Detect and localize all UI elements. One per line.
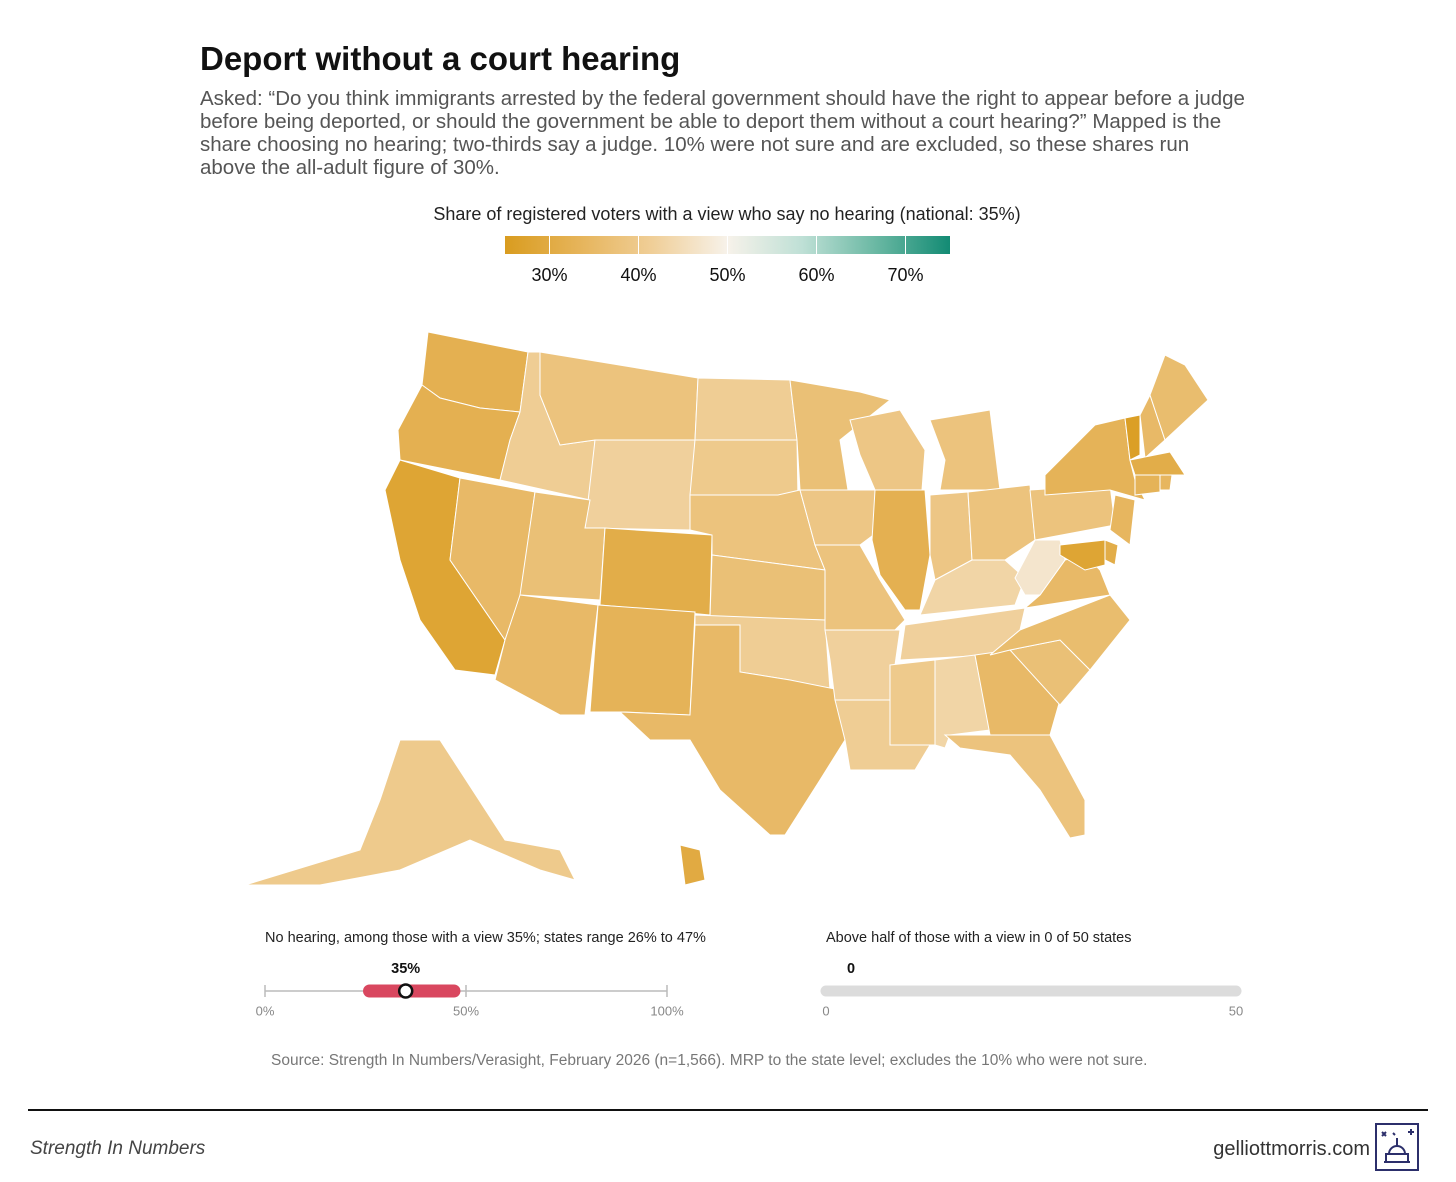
state [967, 484, 1036, 561]
legend-tick-label: 30% [531, 265, 567, 285]
axis-tick-label: 100% [650, 1003, 684, 1018]
map [244, 331, 1209, 886]
state [989, 594, 1131, 671]
value-label: 0 [847, 961, 855, 977]
logo [1375, 1123, 1419, 1171]
footer-site: gelliottmorris.com [1213, 1138, 1370, 1160]
state [929, 409, 1001, 491]
summary-title: No hearing, among those with a view 35%;… [265, 930, 706, 946]
state [244, 739, 576, 886]
legend-tick-label: 60% [798, 265, 834, 285]
subtitle: Asked: “Do you think immigrants arrested… [200, 87, 1245, 179]
state [799, 489, 881, 546]
legend-tick-label: 40% [620, 265, 656, 285]
state [539, 351, 699, 446]
state [1124, 414, 1141, 461]
axis-tick-label: 0% [256, 1003, 275, 1018]
state [584, 439, 696, 531]
state [618, 624, 846, 836]
state [889, 659, 936, 746]
legend-title: Share of registered voters with a view w… [433, 204, 1020, 224]
axis-tick-label: 0 [822, 1003, 829, 1018]
state [1104, 539, 1119, 566]
legend-tick-label: 70% [887, 265, 923, 285]
state [1109, 494, 1136, 546]
state [1149, 354, 1209, 441]
summary-title: Above half of those with a view in 0 of … [826, 930, 1131, 946]
state [599, 527, 713, 616]
axis-tick-label: 50 [1229, 1003, 1243, 1018]
state [849, 409, 926, 491]
state [694, 377, 798, 441]
title: Deport without a court hearing [200, 40, 681, 77]
state [679, 844, 706, 886]
value-dot [397, 983, 414, 999]
state [1059, 539, 1106, 571]
axis-tick-label: 50% [453, 1003, 479, 1018]
state [943, 734, 1086, 839]
footer-brand: Strength In Numbers [30, 1138, 206, 1159]
state [789, 379, 892, 491]
state [689, 439, 799, 501]
state [589, 604, 696, 716]
source-note: Source: Strength In Numbers/Verasight, F… [271, 1052, 1148, 1069]
state [814, 544, 906, 631]
value-label: 35% [391, 961, 420, 977]
state [871, 489, 931, 611]
state [1159, 474, 1173, 491]
state [824, 629, 901, 701]
legend-tick-label: 50% [709, 265, 745, 285]
state [1129, 451, 1186, 476]
state [1134, 474, 1161, 496]
